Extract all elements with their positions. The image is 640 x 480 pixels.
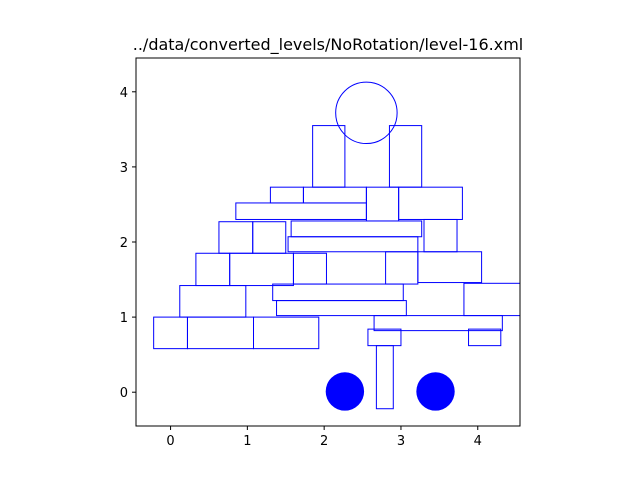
block-rect <box>252 221 287 254</box>
block-rect <box>375 345 394 410</box>
plot-area: 0 1 2 3 4 0 1 2 3 4 <box>120 57 521 449</box>
block-rect <box>312 125 346 188</box>
block-rect <box>272 283 404 302</box>
x-tick-label: 2 <box>320 434 328 449</box>
filled-circle <box>416 372 455 411</box>
block-rect <box>398 186 463 220</box>
x-tick-label: 1 <box>243 434 251 449</box>
block-rect <box>373 315 503 332</box>
level-shapes <box>153 81 520 411</box>
block-rect <box>290 220 423 238</box>
block-rect <box>253 316 320 350</box>
block-rect <box>388 125 423 188</box>
chart-title: ../data/converted_levels/NoRotation/leve… <box>133 35 523 55</box>
block-rect <box>468 328 502 347</box>
outline-circle <box>335 81 398 145</box>
filled-circle <box>325 372 365 411</box>
y-tick-label: 0 <box>120 386 128 401</box>
block-rect <box>463 282 520 317</box>
x-tick-label: 3 <box>397 434 405 449</box>
y-tick-label: 1 <box>120 311 128 326</box>
x-tick-label: 4 <box>474 434 482 449</box>
x-tick-label: 0 <box>166 434 174 449</box>
block-rect <box>292 252 327 285</box>
y-tick-label: 3 <box>120 161 128 176</box>
y-tick-label: 2 <box>120 236 128 251</box>
y-tick-label: 4 <box>120 86 128 101</box>
